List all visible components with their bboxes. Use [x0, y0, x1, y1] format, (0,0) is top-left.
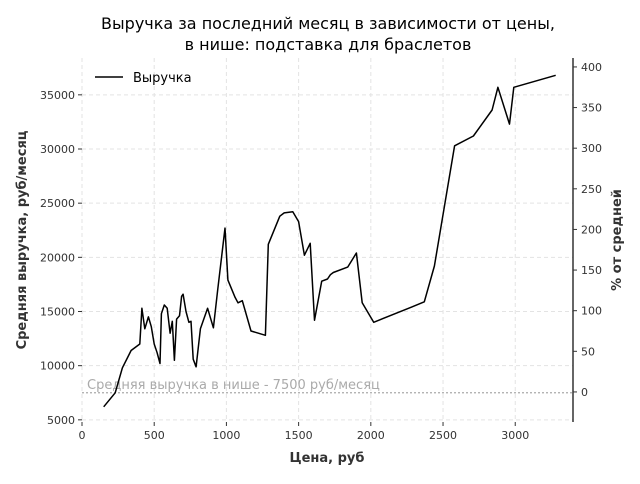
y-tick-label: 5000	[47, 414, 75, 427]
gridlines	[81, 58, 573, 422]
y2-tick-label: 300	[581, 142, 602, 155]
x-tick-label: 1500	[285, 429, 313, 442]
y2-tick-label: 0	[581, 386, 588, 399]
y2-axis-ticks: 0 50 100 150 200 250 300 350 400	[573, 61, 602, 399]
y2-tick-label: 200	[581, 223, 602, 236]
y-tick-label: 10000	[40, 360, 75, 373]
y2-tick-label: 100	[581, 305, 602, 318]
y2-tick-label: 400	[581, 61, 602, 74]
y-axis-ticks: 5000 10000 15000 20000 25000 30000 35000	[40, 89, 82, 427]
y2-axis-title: % от средней	[610, 189, 625, 291]
y-axis-title: Средняя выручка, руб/месяц	[15, 130, 30, 349]
y2-tick-label: 250	[581, 183, 602, 196]
reference-label: Средняя выручка в нише - 7500 руб/месяц	[87, 378, 380, 393]
x-tick-label: 0	[79, 429, 86, 442]
y-tick-label: 20000	[40, 251, 75, 264]
legend-label: Выручка	[133, 71, 192, 86]
y-tick-label: 30000	[40, 143, 75, 156]
legend: Выручка	[95, 71, 192, 86]
y-tick-label: 25000	[40, 197, 75, 210]
title: Выручка за последний месяц в зависимости…	[101, 14, 555, 54]
x-axis-title: Цена, руб	[290, 451, 365, 466]
x-tick-label: 2500	[429, 429, 457, 442]
y2-tick-label: 150	[581, 264, 602, 277]
series-line-revenue	[103, 74, 556, 408]
y-tick-label: 15000	[40, 306, 75, 319]
x-tick-label: 2000	[357, 429, 385, 442]
x-tick-label: 1000	[212, 429, 240, 442]
x-tick-label: 3000	[501, 429, 529, 442]
x-axis-ticks: 0 500 1000 1500 2000 2500 3000	[79, 422, 529, 442]
y-tick-label: 35000	[40, 89, 75, 102]
x-tick-label: 500	[144, 429, 165, 442]
y2-tick-label: 50	[581, 345, 595, 358]
chart-title-line-2: в нише: подставка для браслетов	[185, 35, 472, 54]
y2-tick-label: 350	[581, 102, 602, 115]
chart-title-line-1: Выручка за последний месяц в зависимости…	[101, 14, 555, 33]
